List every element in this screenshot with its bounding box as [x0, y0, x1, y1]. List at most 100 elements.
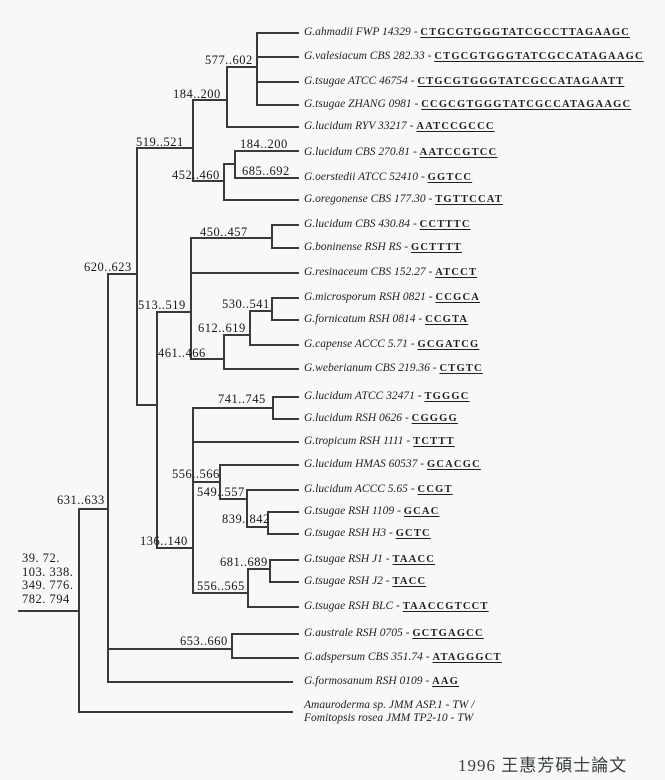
- taxon-name: G.oregonense CBS 177.30: [304, 193, 426, 205]
- taxon-separator: -: [407, 75, 418, 87]
- tree-branch: [257, 81, 299, 83]
- tree-branch: [249, 310, 251, 346]
- tree-branch: [226, 66, 228, 128]
- node-position-label: 577..602: [205, 53, 253, 67]
- taxon-signature-sequence: TAACCGTCCT: [402, 601, 489, 612]
- taxon-name: G.oerstedii ATCC 52410: [304, 171, 419, 183]
- taxon-separator: -: [418, 171, 428, 183]
- taxon-label: G.tsugae ATCC 46754 - CTGCGTGGGTATCGCCAT…: [304, 75, 624, 88]
- taxon-signature-sequence: CCTTTC: [419, 219, 471, 230]
- taxon-name: G.lucidum ATCC 32471: [304, 390, 415, 402]
- tree-branch: [256, 32, 258, 106]
- taxon-name: G.tsugae RSH J1: [304, 553, 383, 565]
- tree-branch: [270, 581, 299, 583]
- taxon-label: G.lucidum CBS 430.84 - CCTTTC: [304, 218, 471, 231]
- taxon-separator: -: [403, 435, 414, 447]
- node-position-label: 631..633: [57, 493, 105, 507]
- tree-branch: [272, 319, 299, 321]
- taxon-label: G.australe RSH 0705 - GCTGAGCC: [304, 627, 484, 640]
- taxon-separator: -: [394, 505, 404, 517]
- root-positions-line: 782. 794: [22, 591, 70, 606]
- tree-branch: [232, 633, 299, 635]
- taxon-label: G.formosanum RSH 0109 - AAG: [304, 675, 459, 688]
- node-position-label: 461..466: [158, 346, 206, 360]
- taxon-label: G.lucidum RYV 33217 - AATCCGCCC: [304, 120, 495, 133]
- taxon-separator: -: [410, 26, 421, 38]
- tree-branch: [193, 99, 227, 101]
- tree-branch: [227, 126, 299, 128]
- taxon-signature-sequence: GGTCC: [427, 172, 473, 183]
- tree-branch: [193, 592, 248, 594]
- taxon-separator: -: [402, 627, 413, 639]
- node-position-label: 612..619: [198, 321, 246, 335]
- root-positions-line: 103. 338.: [22, 564, 74, 579]
- taxon-label-line: Amauroderma sp. JMM ASP.1 - TW /: [304, 699, 475, 711]
- taxon-signature-sequence: GCAC: [403, 506, 440, 517]
- node-position-label: 530..541: [222, 297, 270, 311]
- taxon-signature-sequence: CTGCGTGGGTATCGCCATAGAATT: [417, 76, 625, 87]
- taxon-label: G.capense ACCC 5.71 - GCGATCG: [304, 338, 479, 351]
- tree-branch: [232, 657, 299, 659]
- tree-branch: [192, 407, 194, 594]
- taxon-separator: -: [429, 362, 440, 374]
- tree-branch: [224, 163, 235, 165]
- taxon-name: G.microsporum RSH 0821: [304, 291, 426, 303]
- taxon-label: G.tsugae RSH 1109 - GCAC: [304, 505, 440, 518]
- root-positions-label: 39. 72. 103. 338. 349. 776. 782. 794: [22, 551, 74, 606]
- tree-branch: [191, 272, 299, 274]
- tree-branch: [247, 526, 268, 528]
- tree-branch: [108, 648, 232, 650]
- taxon-separator: -: [417, 458, 427, 470]
- tree-branch: [235, 177, 299, 179]
- taxon-label: G.tsugae RSH BLC - TAACCGTCCT: [304, 600, 489, 613]
- figure-caption: 1996 王惠芳碩士論文: [458, 756, 628, 775]
- taxon-separator: -: [422, 675, 433, 687]
- node-position-label: 549..557: [197, 485, 245, 499]
- tree-branch: [257, 32, 299, 34]
- tree-branch: [250, 310, 272, 312]
- tree-branch: [79, 711, 293, 713]
- node-position-label: 653..660: [180, 634, 228, 648]
- taxon-separator: -: [410, 218, 420, 230]
- tree-branch: [18, 610, 79, 612]
- tree-branch: [268, 511, 299, 513]
- tree-branch: [220, 464, 299, 466]
- taxon-signature-sequence: TCTTT: [413, 436, 455, 447]
- taxon-signature-sequence: CCGTA: [425, 314, 469, 325]
- node-position-label: 556..565: [197, 579, 245, 593]
- taxon-label: G.lucidum CBS 270.81 - AATCCGTCC: [304, 146, 497, 159]
- tree-branch: [246, 489, 248, 528]
- tree-branch: [247, 489, 299, 491]
- taxon-separator: -: [393, 600, 403, 612]
- tree-branch: [248, 568, 270, 570]
- node-position-label: 681..689: [220, 555, 268, 569]
- taxon-separator: -: [425, 193, 436, 205]
- tree-branch: [224, 199, 299, 201]
- taxon-signature-sequence: CCGCA: [435, 292, 481, 303]
- taxon-label: G.tsugae RSH J1 - TAACC: [304, 553, 435, 566]
- node-position-label: 450..457: [200, 225, 248, 239]
- taxon-name: G.lucidum ACCC 5.65: [304, 483, 408, 495]
- taxon-name: G.tsugae RSH 1109: [304, 505, 395, 517]
- tree-branch: [193, 481, 220, 483]
- taxon-label: G.lucidum ACCC 5.65 - CCGT: [304, 483, 453, 496]
- taxon-name: G.adspersum CBS 351.74: [304, 651, 423, 663]
- taxon-signature-sequence: GCGATCG: [417, 339, 480, 350]
- tree-branch: [271, 297, 273, 321]
- taxon-name: G.lucidum CBS 430.84: [304, 218, 411, 230]
- taxon-label: G.tsugae RSH H3 - GCTC: [304, 527, 431, 540]
- taxon-label: G.oregonense CBS 177.30 - TGTTCCAT: [304, 193, 503, 206]
- taxon-label: G.tsugae RSH J2 - TACC: [304, 575, 426, 588]
- tree-branch: [157, 311, 191, 313]
- taxon-name: G.tropicum RSH 1111: [304, 435, 404, 447]
- taxon-signature-sequence: TGGGC: [424, 391, 470, 402]
- tree-branch: [257, 104, 299, 106]
- tree-branch: [227, 66, 257, 68]
- taxon-signature-sequence: ATAGGGCT: [432, 652, 502, 663]
- tree-branch: [273, 418, 299, 420]
- taxon-label: G.tsugae ZHANG 0981 - CCGCGTGGGTATCGCCAT…: [304, 98, 631, 111]
- tree-branch: [272, 247, 299, 249]
- node-position-label: 685..692: [242, 164, 290, 178]
- tree-branch: [108, 681, 293, 683]
